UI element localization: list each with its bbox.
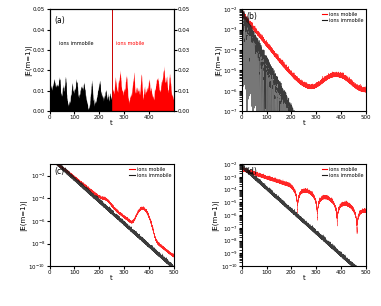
X-axis label: t: t [303,275,305,282]
Legend: ions mobile, ions immobile: ions mobile, ions immobile [129,167,171,177]
X-axis label: t: t [303,120,305,126]
X-axis label: t: t [110,120,113,126]
Text: ions mobile: ions mobile [117,41,145,46]
Legend: ions mobile, ions immobile: ions mobile, ions immobile [322,12,363,23]
Y-axis label: |E(m=1)|: |E(m=1)| [215,44,222,76]
Y-axis label: |E(m=1)|: |E(m=1)| [20,199,27,231]
X-axis label: t: t [110,275,113,282]
Text: (a): (a) [54,16,65,25]
Text: ions immobile: ions immobile [59,41,94,46]
Legend: ions mobile, ions immobile: ions mobile, ions immobile [322,167,363,177]
Y-axis label: |E(m=1)|: |E(m=1)| [212,199,219,231]
Y-axis label: |E(m=1)|: |E(m=1)| [25,44,32,76]
Text: (d): (d) [247,167,258,176]
Text: (c): (c) [54,167,65,176]
Text: (b): (b) [247,12,258,21]
